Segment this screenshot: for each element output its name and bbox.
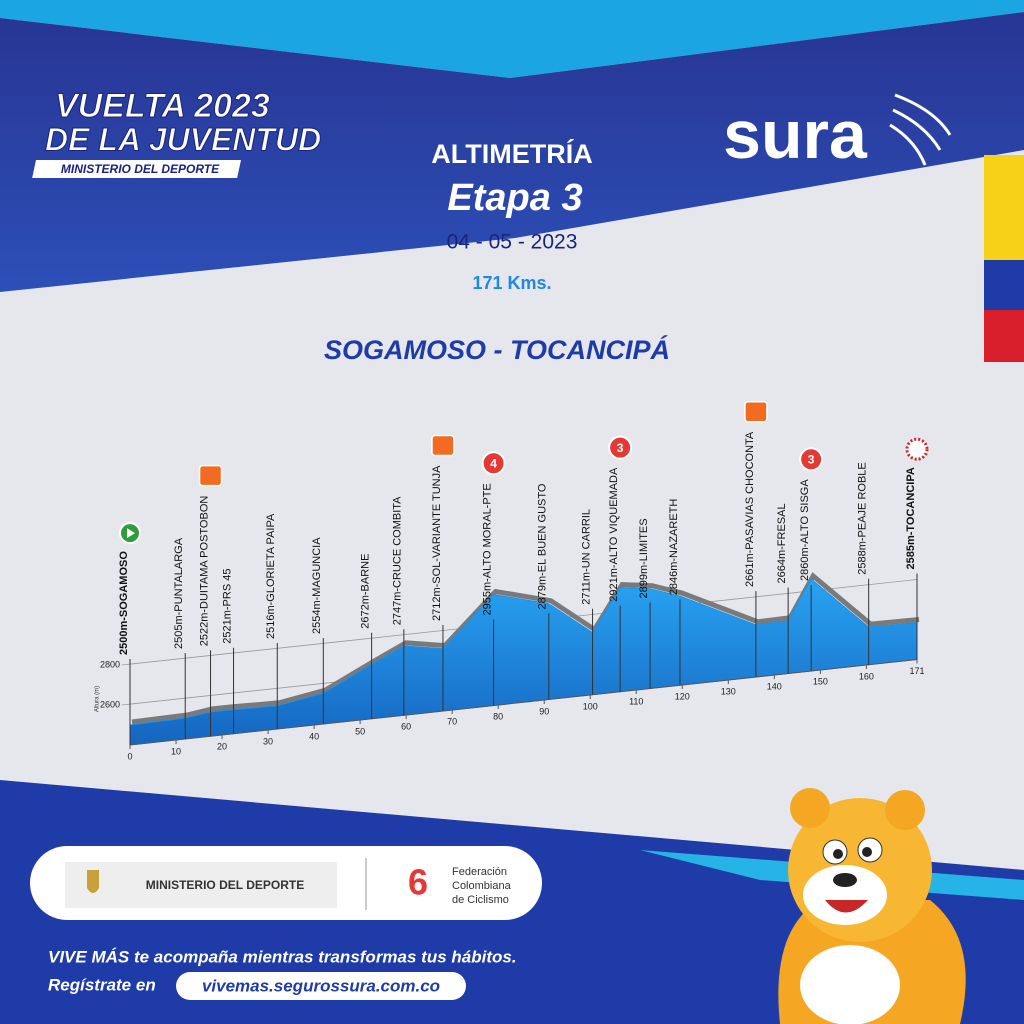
x-tick-label: 140	[767, 681, 782, 691]
coat-of-arms	[87, 870, 99, 893]
top-band	[0, 12, 1024, 292]
register: Regístrate en	[48, 975, 156, 994]
sprint-icon	[744, 400, 768, 423]
x-tick-label: 90	[539, 706, 549, 716]
climb-icon	[799, 447, 824, 472]
waypoint-label: 2921m-ALTO VIQUEMADA	[608, 467, 620, 602]
federation-name: de Ciclismo	[452, 894, 509, 906]
mascot-mouth	[825, 900, 868, 913]
y-tick-label: 2800	[100, 659, 120, 669]
waypoint-label: 2955m-ALTO MORAL-PTE	[481, 483, 493, 615]
x-tick-label: 70	[447, 716, 457, 726]
climb-icon	[481, 451, 506, 476]
mascot-nose	[833, 873, 857, 887]
waypoint-label: 2879m-EL BUEN GUSTO	[537, 483, 549, 609]
ministry-box	[65, 862, 337, 908]
climb-category: 3	[617, 441, 624, 455]
finish-icon	[905, 437, 929, 461]
x-tick-label: 40	[309, 731, 319, 741]
climb-category: 3	[808, 452, 815, 466]
x-tick-label: 171	[909, 666, 924, 676]
x-tick-label: 50	[355, 726, 365, 736]
flag-blue	[984, 260, 1024, 310]
x-tick-label: 100	[583, 701, 598, 711]
top-stripe	[0, 0, 1024, 78]
wing-stroke	[892, 108, 942, 151]
url[interactable]: vivemas.segurossura.com.co	[202, 976, 440, 995]
x-tick-label: 60	[401, 721, 411, 731]
waypoint-label: 2672m-BARNE	[360, 554, 372, 629]
date: 04 - 05 - 2023	[447, 231, 578, 254]
waypoint-label: 2505m-PUNTALARGA	[173, 537, 185, 649]
start-arrow	[127, 528, 135, 539]
route: SOGAMOSO - TOCANCIPÁ	[324, 334, 670, 365]
logo-bar	[32, 160, 241, 178]
distance: 171 Kms.	[472, 273, 551, 293]
mascot-pupil	[833, 849, 843, 859]
ministry-name: MINISTERIO DEL DEPORTE	[146, 878, 304, 892]
x-tick-label: 30	[263, 736, 273, 746]
url-pill[interactable]	[176, 972, 466, 1000]
waypoint-label: 2522m-DUITAMA POSTOBON	[198, 496, 210, 647]
title: ALTIMETRÍA	[431, 138, 592, 169]
federation-name: Federación	[452, 866, 507, 878]
flag-red	[984, 310, 1024, 362]
event-logo: VUELTA 2023 DE LA JUVENTUD MINISTERIO DE…	[32, 86, 322, 178]
y-tick-label: 2600	[100, 699, 120, 709]
logo-line: DE LA JUVENTUD	[45, 121, 321, 157]
waypoint-label: 2846m-NAZARETH	[668, 499, 680, 596]
waypoint-label: 2661m-PASAVIAS CHOCONTA	[744, 431, 756, 587]
x-tick-label: 110	[629, 696, 643, 706]
mascot-pupil	[862, 847, 872, 857]
waypoint-label: 2747m-CRUCE COMBITA	[392, 496, 404, 625]
logo-line: VUELTA 2023	[55, 87, 270, 125]
flag-yellow	[984, 155, 1024, 260]
waypoint-label: 2521m-PRS 45	[221, 569, 233, 644]
x-tick-label: 160	[859, 671, 874, 681]
waypoint-label: 2516m-GLORIETA PAIPA	[265, 513, 277, 639]
mascot-ear	[790, 788, 830, 828]
wing-stroke	[889, 123, 927, 166]
waypoint-label: 2500m-SOGAMOSO	[118, 551, 130, 655]
x-tick-label: 80	[493, 711, 503, 721]
stage: Etapa 3	[447, 177, 582, 219]
x-tick-label: 20	[217, 741, 227, 751]
climb-icon	[608, 435, 633, 460]
sprint-icon	[198, 464, 223, 487]
sponsor-logo: sura	[723, 97, 868, 173]
elevation-shadow	[131, 572, 920, 725]
climb-category: 4	[490, 456, 497, 470]
waypoint-label: 2588m-PEAJE ROBLE	[857, 462, 869, 575]
mascot-chest	[800, 945, 900, 1024]
waypoint-label: 2664m-FRESAL	[776, 503, 788, 583]
x-tick-label: 120	[675, 691, 690, 701]
y-axis-label: Altura (m)	[95, 686, 101, 712]
mascot	[778, 788, 966, 1024]
mascot-ear	[885, 790, 925, 830]
x-tick-label: 0	[127, 751, 132, 761]
x-tick-label: 150	[813, 676, 828, 686]
waypoint-label: 2554m-MAGUNCIA	[311, 537, 323, 634]
waypoint-label: 2585m-TOCANCIPA	[905, 467, 917, 569]
sponsor-wing	[889, 93, 952, 166]
wing-stroke	[894, 93, 952, 136]
sprint-icon	[431, 434, 455, 457]
x-tick-label: 130	[721, 686, 736, 696]
baseline	[129, 659, 918, 746]
logo-line: MINISTERIO DEL DEPORTE	[61, 162, 220, 176]
waypoint-label: 2711m-UN CARRIL	[580, 509, 592, 605]
mascot-muzzle	[803, 865, 887, 925]
slogan: VIVE MÁS te acompaña mientras transforma…	[48, 947, 517, 966]
waypoint-label: 2899m-LIMITES	[638, 518, 650, 598]
federation-name: Colombiana	[452, 880, 512, 892]
federation-logo: 6	[408, 862, 428, 903]
waypoint-label: 2860m-ALTO SISGA	[799, 479, 811, 581]
x-tick-label: 10	[171, 746, 181, 756]
waypoint-label: 2712m-SOL-VARIANTE TUNJA	[431, 465, 443, 621]
